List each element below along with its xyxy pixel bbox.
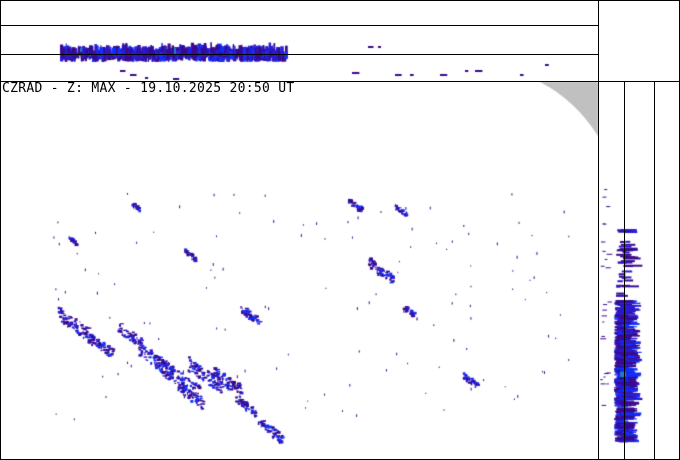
side-panel-line-2	[654, 81, 655, 460]
top-panel-line-1	[0, 25, 598, 26]
side-panel-line-1	[624, 81, 625, 460]
panel-divider-horizontal	[0, 81, 680, 82]
frame-left	[0, 0, 1, 460]
product-title: CZRAD - Z: MAX - 19.10.2025 20:50 UT	[2, 81, 295, 96]
panel-divider-vertical	[598, 0, 599, 460]
top-panel-line-2	[0, 54, 598, 55]
frame-top	[0, 0, 680, 1]
